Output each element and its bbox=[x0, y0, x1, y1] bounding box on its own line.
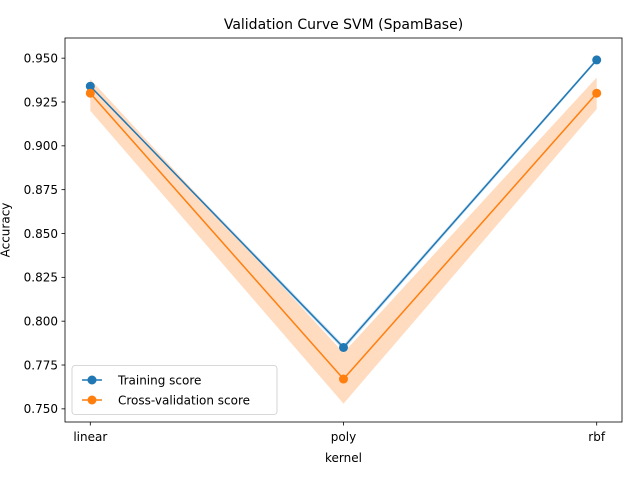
x-tick-label-rbf: rbf bbox=[588, 430, 606, 444]
legend: Training score Cross-validation score bbox=[71, 365, 278, 415]
y-tick-label: 0.900 bbox=[24, 139, 58, 153]
series-markers bbox=[85, 55, 602, 384]
y-tick-label: 0.750 bbox=[24, 402, 58, 416]
y-tick-label: 0.950 bbox=[24, 51, 58, 65]
x-tick-label-linear: linear bbox=[73, 430, 107, 444]
y-tick-label: 0.875 bbox=[24, 183, 58, 197]
y-tick-label: 0.925 bbox=[24, 95, 58, 109]
chart-title: Validation Curve SVM (SpamBase) bbox=[224, 17, 463, 33]
cross-validation-point-rbf bbox=[592, 88, 602, 98]
y-tick-label: 0.775 bbox=[24, 358, 58, 372]
training-point-linear bbox=[85, 81, 95, 91]
cross-validation-point-poly bbox=[339, 374, 348, 384]
y-tick-label: 0.850 bbox=[24, 227, 58, 241]
legend-cv-label: Cross-validation score bbox=[118, 394, 250, 408]
y-tick-label: 0.800 bbox=[24, 314, 58, 328]
y-tick-label: 0.825 bbox=[24, 271, 58, 285]
x-axis-ticks: linear poly rbf bbox=[73, 422, 606, 444]
legend-frame bbox=[71, 365, 278, 415]
legend-training-label: Training score bbox=[117, 374, 201, 388]
cross-validation-point-linear bbox=[85, 88, 95, 98]
x-tick-label-poly: poly bbox=[331, 430, 356, 444]
x-axis-label: kernel bbox=[325, 451, 362, 465]
y-axis-label: Accuracy bbox=[0, 203, 13, 258]
legend-training-marker bbox=[87, 375, 97, 385]
legend-cv-marker bbox=[87, 395, 97, 405]
training-point-poly bbox=[339, 342, 348, 352]
y-axis-ticks: 0.750 0.775 0.800 0.825 0.850 0.875 0.900 0.925… bbox=[24, 51, 65, 416]
training-point-rbf bbox=[592, 55, 602, 65]
